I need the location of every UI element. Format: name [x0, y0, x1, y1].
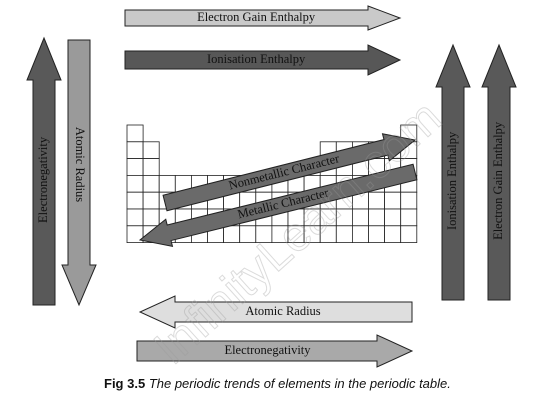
arrow-shape	[26, 36, 62, 306]
grid-cell	[384, 225, 402, 244]
arrow-shape	[136, 334, 414, 368]
arrow: Electron Gain Enthalpy	[124, 5, 402, 31]
arrow-label: Electronegativity	[224, 343, 311, 357]
arrow: Electron Gain Enthalpy	[481, 43, 517, 301]
grid-cell	[142, 141, 160, 160]
arrow-label: Ionisation Enthalpy	[207, 52, 306, 66]
arrow-shape	[61, 39, 97, 307]
arrow-label: Atomic Radius	[73, 127, 87, 202]
arrow: Electronegativity	[136, 334, 414, 368]
arrow: Electronegativity	[26, 36, 62, 306]
grid-cell	[384, 208, 402, 227]
arrow-label: Electron Gain Enthalpy	[491, 121, 505, 240]
arrow-shape	[162, 133, 417, 212]
grid-cell	[142, 191, 160, 210]
grid-cell	[126, 158, 144, 176]
arrow: Ionisation Enthalpy	[124, 44, 402, 76]
arrow-shape	[124, 5, 402, 31]
grid-cell	[142, 208, 160, 227]
grid-cell	[351, 225, 369, 244]
grid-cell	[142, 158, 160, 176]
grid-cell	[223, 225, 241, 244]
grid-cell	[158, 174, 176, 193]
grid-cell	[368, 225, 386, 244]
arrow-label: Atomic Radius	[245, 304, 320, 318]
caption-number: Fig 3.5	[104, 376, 145, 391]
grid-cell	[368, 208, 386, 227]
arrow-shape	[124, 44, 402, 76]
grid-cell	[400, 225, 418, 244]
grid-cell	[126, 191, 144, 210]
arrows: Electron Gain Enthalpy Ionisation Enthalp…	[26, 5, 517, 368]
arrow: Atomic Radius	[138, 295, 413, 329]
arrow-shape	[138, 295, 413, 329]
arrow-shape	[435, 43, 471, 301]
arrow-shape	[481, 43, 517, 301]
grid-cell	[126, 124, 144, 143]
arrow-label: Electronegativity	[36, 136, 50, 223]
grid-cell	[384, 191, 402, 210]
arrow-label: Ionisation Enthalpy	[445, 131, 459, 230]
arrow: Ionisation Enthalpy	[435, 43, 471, 301]
arrow-label: Electron Gain Enthalpy	[197, 10, 316, 24]
grid-cell	[126, 141, 144, 160]
arrow-shape	[138, 163, 418, 248]
grid-cell	[142, 174, 160, 193]
grid-cell	[126, 208, 144, 227]
grid-cell	[400, 208, 418, 227]
grid-cell	[126, 174, 144, 193]
grid-cell	[400, 191, 418, 210]
caption-text: The periodic trends of elements in the p…	[149, 376, 451, 391]
caption: Fig 3.5 The periodic trends of elements …	[104, 376, 451, 391]
arrow: Atomic Radius	[61, 39, 97, 307]
